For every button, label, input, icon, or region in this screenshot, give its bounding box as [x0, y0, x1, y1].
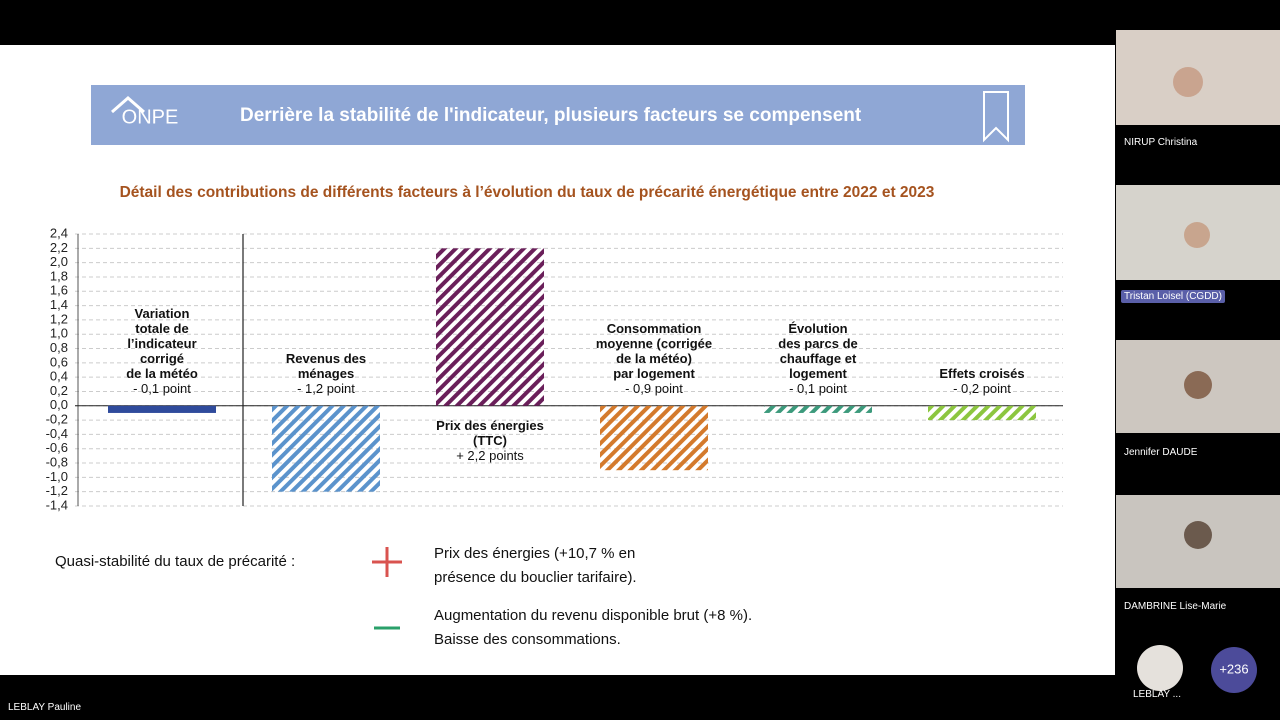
more-participants[interactable] [1211, 647, 1257, 693]
logo-roof [111, 96, 145, 114]
bar-label: Revenus des ménages - 1,2 point [251, 351, 401, 396]
more-count[interactable]: +236 [1219, 661, 1248, 676]
bar [764, 405, 872, 413]
speaker-name: LEBLAY Pauline [8, 702, 82, 713]
category-label: Prix des énergies (TTC) [436, 417, 544, 448]
y-tick-label: 0,8 [50, 340, 68, 355]
slide-title: Derrière la stabilité de l'indicateur, p… [240, 105, 862, 126]
summary-item: Prix des énergies (+10,7 % en présence d… [434, 545, 637, 586]
value-label: + 2,2 points [456, 447, 524, 463]
y-tick-label: -1,0 [46, 469, 68, 484]
slide-background [0, 45, 1115, 675]
category-label: Effets croisés [939, 365, 1025, 381]
summary-item: Augmentation du revenu disponible brut (… [434, 607, 753, 648]
y-tick-label: 1,2 [50, 311, 68, 326]
participant-name: Tristan Loisel (CGDD) [1121, 290, 1225, 303]
bar-label: Évolution des parcs de chauffage et loge… [743, 321, 893, 396]
bar-label: Effets croisés - 0,2 point [907, 366, 1057, 396]
self-name: LEBLAY ... [1133, 689, 1181, 700]
y-tick-label: 2,4 [50, 225, 68, 240]
value-label: - 1,2 point [297, 380, 355, 396]
category-label: Évolution des parcs de chauffage et loge… [778, 320, 858, 381]
value-label: - 0,1 point [133, 380, 191, 396]
y-tick-label: 0,0 [50, 397, 68, 412]
category-label: Revenus des ménages [285, 350, 367, 381]
chart-title: Détail des contributions de différents f… [120, 184, 935, 201]
bar [272, 405, 380, 492]
video-person [1184, 521, 1212, 549]
value-label: - 0,1 point [789, 380, 847, 396]
y-tick-label: 1,8 [50, 268, 68, 283]
category-label: Variation totale de l’indicateur corrigé… [126, 305, 198, 381]
y-tick-label: -0,8 [46, 454, 68, 469]
slide-header [91, 85, 1025, 145]
bar-label: Variation totale de l’indicateur corrigé… [87, 306, 237, 396]
participant-name: Jennifer DAUDE [1124, 447, 1198, 458]
value-label: - 0,2 point [953, 380, 1011, 396]
value-label: - 0,9 point [625, 380, 683, 396]
video-person [1184, 222, 1210, 248]
avatar[interactable] [1137, 645, 1183, 691]
y-tick-label: 2,0 [50, 254, 68, 269]
y-tick-label: -1,2 [46, 483, 68, 498]
bar [928, 405, 1036, 421]
video-person [1184, 371, 1212, 399]
y-tick-label: 1,4 [50, 297, 68, 312]
y-tick-label: -0,6 [46, 440, 68, 455]
bar [108, 405, 216, 413]
category-label: Consommation moyenne (corrigée de la mét… [595, 320, 713, 381]
bar [436, 248, 544, 406]
bar-label: Consommation moyenne (corrigée de la mét… [579, 321, 729, 396]
y-tick-label: 0,4 [50, 369, 68, 384]
video-person [1173, 67, 1203, 97]
y-tick-label: 1,0 [50, 326, 68, 341]
participant-name: DAMBRINE Lise-Marie [1124, 601, 1227, 612]
summary-label: Quasi-stabilité du taux de précarité : [55, 553, 296, 570]
y-tick-label: 0,2 [50, 383, 68, 398]
y-tick-label: 0,6 [50, 354, 68, 369]
y-tick-label: -0,2 [46, 412, 68, 427]
bar [600, 405, 708, 471]
participant-name: NIRUP Christina [1124, 137, 1198, 148]
y-tick-label: -1,4 [46, 497, 68, 512]
logo: ONPE [122, 106, 179, 128]
bookmark-icon [983, 91, 1009, 143]
y-tick-label: 1,6 [50, 283, 68, 298]
y-tick-label: 2,2 [50, 240, 68, 255]
bar-label: Prix des énergies (TTC) + 2,2 points [415, 418, 565, 463]
y-tick-label: -0,4 [46, 426, 68, 441]
